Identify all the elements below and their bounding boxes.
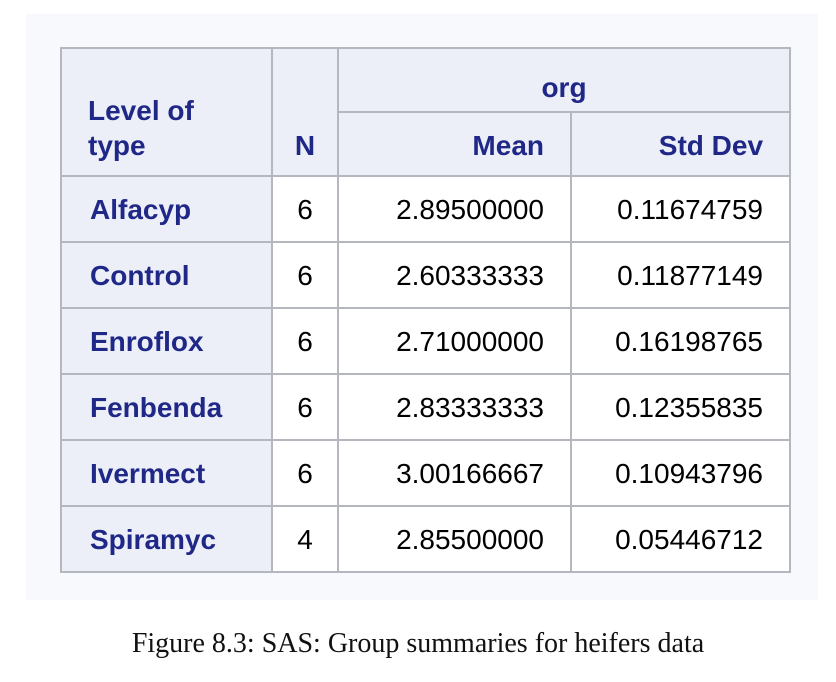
row-label: Spiramyc [60, 505, 273, 573]
row-label: Enroflox [60, 307, 273, 375]
std-dev-cell: 0.12355835 [569, 373, 792, 441]
std-dev-cell: 0.11877149 [569, 241, 792, 309]
sas-output-panel: Level of type N org Mean Std Dev Alfacyp… [26, 14, 818, 600]
row-label: Fenbenda [60, 373, 273, 441]
header-row-group: Level of type N org [60, 47, 792, 177]
table-row: Ivermect 6 3.00166667 0.10943796 [60, 439, 792, 507]
column-header-std-dev: Std Dev [569, 111, 792, 177]
mean-cell: 2.60333333 [337, 241, 572, 309]
mean-cell: 2.83333333 [337, 373, 572, 441]
n-cell: 4 [271, 505, 339, 573]
table-header: Level of type N org Mean Std Dev [60, 47, 792, 177]
table-row: Control 6 2.60333333 0.11877149 [60, 241, 792, 309]
std-dev-cell: 0.16198765 [569, 307, 792, 375]
mean-cell: 2.89500000 [337, 175, 572, 243]
table-row: Enroflox 6 2.71000000 0.16198765 [60, 307, 792, 375]
table-row: Spiramyc 4 2.85500000 0.05446712 [60, 505, 792, 573]
column-header-mean: Mean [337, 111, 572, 177]
std-dev-cell: 0.11674759 [569, 175, 792, 243]
mean-cell: 3.00166667 [337, 439, 572, 507]
n-cell: 6 [271, 175, 339, 243]
column-header-n: N [271, 47, 339, 177]
header-row-stats: Mean Std Dev [61, 111, 792, 177]
n-cell: 6 [271, 439, 339, 507]
figure-caption: Figure 8.3: SAS: Group summaries for hei… [131, 628, 705, 659]
table-row: Alfacyp 6 2.89500000 0.11674759 [60, 175, 792, 243]
group-summary-table: Level of type N org Mean Std Dev Alfacyp… [60, 47, 792, 573]
column-group-header-org: org [336, 47, 792, 113]
n-cell: 6 [271, 241, 339, 309]
std-dev-cell: 0.05446712 [569, 505, 792, 573]
n-cell: 6 [271, 307, 339, 375]
mean-cell: 2.85500000 [337, 505, 572, 573]
row-label: Ivermect [60, 439, 273, 507]
n-cell: 6 [271, 373, 339, 441]
row-label: Control [60, 241, 273, 309]
std-dev-cell: 0.10943796 [569, 439, 792, 507]
mean-cell: 2.71000000 [337, 307, 572, 375]
table-body: Alfacyp 6 2.89500000 0.11674759 Control … [60, 175, 792, 573]
table-row: Fenbenda 6 2.83333333 0.12355835 [60, 373, 792, 441]
row-label: Alfacyp [60, 175, 273, 243]
column-header-level-of-type: Level of type [60, 47, 273, 177]
